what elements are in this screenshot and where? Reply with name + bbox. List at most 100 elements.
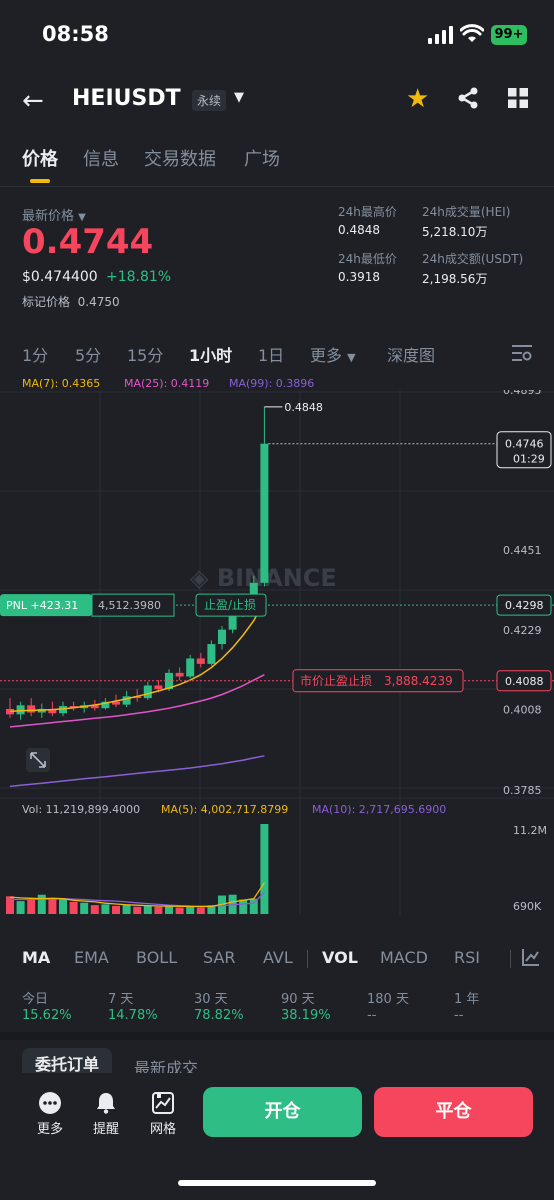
interval-1h[interactable]: 1小时 bbox=[189, 346, 233, 365]
tab-info[interactable]: 信息 bbox=[83, 149, 119, 170]
volume-bar bbox=[122, 905, 131, 914]
indicator-vol[interactable]: VOL bbox=[322, 948, 358, 967]
stop-price-tag bbox=[496, 670, 552, 692]
candle-body bbox=[16, 705, 25, 715]
candle-body bbox=[122, 696, 131, 705]
divider bbox=[510, 950, 511, 968]
perf-30d-value: 78.82% bbox=[194, 1008, 244, 1023]
perf-today-label: 今日 bbox=[22, 992, 49, 1007]
contract-type-badge[interactable]: 永续 bbox=[192, 90, 227, 111]
candle-body bbox=[218, 629, 226, 645]
ma25-legend: MA(25): 0.4119 bbox=[124, 377, 210, 390]
y-axis-label: 0.4008 bbox=[503, 704, 542, 717]
depth-chart-tab[interactable]: 深度图 bbox=[387, 346, 436, 365]
stop-order-price: 3,888.4239 bbox=[384, 674, 453, 688]
last-price-label[interactable]: 最新价格 ▼ bbox=[22, 209, 86, 224]
y-axis-label: 0.4895 bbox=[503, 390, 542, 397]
ma25-line bbox=[9, 674, 265, 728]
candlestick-chart[interactable]: ◈ BINANCE0.48950.44510.42290.40080.37850… bbox=[0, 390, 554, 920]
indicator-avl[interactable]: AVL bbox=[263, 948, 293, 967]
mark-price: 标记价格 0.4750 bbox=[22, 295, 120, 309]
grid-menu-icon[interactable] bbox=[508, 88, 528, 108]
y-axis-label: 0.4451 bbox=[503, 544, 542, 557]
volume-bar bbox=[196, 907, 205, 914]
perf-1y-label: 1 年 bbox=[454, 992, 480, 1007]
volume-bar bbox=[80, 902, 89, 914]
alert-button[interactable] bbox=[84, 1092, 128, 1118]
pnl-entry-value: 4,512.3980 bbox=[98, 599, 161, 612]
indicator-boll[interactable]: BOLL bbox=[136, 948, 178, 967]
usd-price: $0.474400 bbox=[22, 269, 98, 285]
more-dots-icon bbox=[39, 1092, 61, 1114]
caret-down-icon: ▼ bbox=[347, 351, 356, 364]
section-divider bbox=[0, 1032, 554, 1040]
perf-7d-value: 14.78% bbox=[108, 1008, 158, 1023]
back-arrow-icon[interactable]: ← bbox=[22, 86, 44, 116]
open-position-button[interactable]: 开仓 bbox=[203, 1087, 362, 1137]
interval-1d[interactable]: 1日 bbox=[258, 346, 285, 365]
current-price-tag bbox=[496, 431, 552, 469]
pnl-value: PNL +423.31 bbox=[6, 599, 78, 612]
candle-body bbox=[112, 701, 120, 705]
turnover-24h-label: 24h成交额(USDT) bbox=[422, 252, 524, 266]
high-24h-label: 24h最高价 bbox=[338, 205, 397, 219]
volume-bar bbox=[133, 906, 142, 914]
tab-price[interactable]: 价格 bbox=[22, 149, 58, 170]
volume-bar bbox=[90, 905, 99, 914]
vol-24h-value: 5,218.10万 bbox=[422, 225, 488, 239]
indicator-sar[interactable]: SAR bbox=[203, 948, 236, 967]
chart-settings-icon[interactable] bbox=[512, 344, 532, 362]
candle-body bbox=[90, 705, 99, 709]
volume-bar bbox=[16, 901, 25, 914]
share-icon[interactable] bbox=[456, 86, 480, 110]
volume-bar bbox=[175, 907, 184, 914]
candle-body bbox=[154, 685, 163, 690]
active-tab-indicator bbox=[30, 179, 50, 183]
volume-bar bbox=[101, 904, 110, 914]
volume-bar bbox=[143, 905, 152, 914]
volume-bar bbox=[154, 906, 163, 914]
candle-body bbox=[175, 672, 184, 677]
perf-90d-value: 38.19% bbox=[281, 1008, 331, 1023]
candle-body bbox=[143, 685, 152, 699]
pnl-price-value: 0.4298 bbox=[505, 599, 544, 612]
divider bbox=[0, 186, 554, 187]
bell-icon bbox=[97, 1093, 115, 1114]
volume-axis-label: 690K bbox=[513, 900, 542, 913]
symbol-title[interactable]: HEIUSDT bbox=[72, 86, 181, 111]
indicator-edit-icon[interactable] bbox=[522, 948, 540, 966]
interval-5m[interactable]: 5分 bbox=[75, 346, 102, 365]
ma99-line bbox=[9, 755, 265, 788]
current-price-countdown: 01:29 bbox=[513, 453, 545, 466]
perf-1y-value: -- bbox=[454, 1008, 464, 1023]
indicator-macd[interactable]: MACD bbox=[380, 948, 428, 967]
candle-body bbox=[196, 658, 205, 664]
battery-indicator: 99+ bbox=[491, 25, 527, 45]
indicator-ema[interactable]: EMA bbox=[74, 948, 109, 967]
perf-today-value: 15.62% bbox=[22, 1008, 72, 1023]
tpsl-tag bbox=[195, 593, 267, 617]
tab-square[interactable]: 广场 bbox=[244, 149, 280, 170]
candle-body bbox=[186, 658, 195, 677]
interval-1m[interactable]: 1分 bbox=[22, 346, 49, 365]
expand-arrow-icon bbox=[30, 752, 46, 768]
volume-bar bbox=[27, 898, 36, 914]
grid-trading-button[interactable] bbox=[141, 1092, 185, 1118]
candle-body bbox=[260, 443, 269, 583]
more-button[interactable] bbox=[28, 1092, 72, 1118]
ma7-line bbox=[9, 600, 266, 713]
close-position-button[interactable]: 平仓 bbox=[374, 1087, 533, 1137]
interval-more[interactable]: 更多 ▼ bbox=[310, 346, 356, 365]
more-label: 更多 bbox=[36, 1122, 63, 1137]
last-price: 0.4744 bbox=[22, 222, 154, 262]
interval-15m[interactable]: 15分 bbox=[127, 346, 164, 365]
chevron-down-icon[interactable]: ▼ bbox=[234, 90, 244, 105]
pnl-badge bbox=[0, 594, 92, 617]
tab-trading-data[interactable]: 交易数据 bbox=[144, 149, 216, 170]
indicator-ma[interactable]: MA bbox=[22, 948, 51, 967]
perf-180d-label: 180 天 bbox=[367, 992, 409, 1007]
perf-90d-label: 90 天 bbox=[281, 992, 315, 1007]
low-24h-label: 24h最低价 bbox=[338, 252, 397, 266]
favorite-star-icon[interactable]: ★ bbox=[406, 84, 430, 114]
indicator-rsi[interactable]: RSI bbox=[454, 948, 480, 967]
